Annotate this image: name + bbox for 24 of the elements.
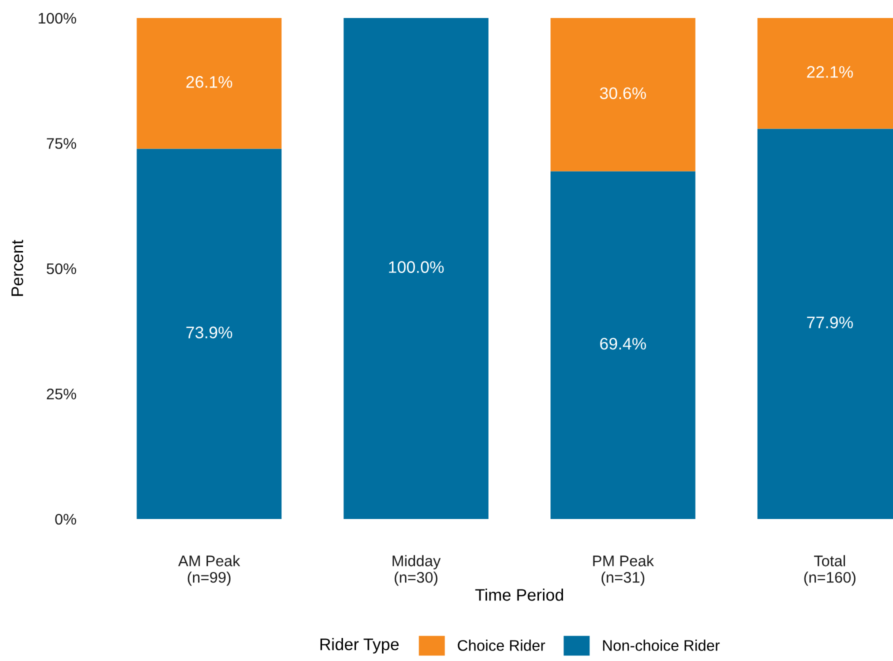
bar [344, 18, 488, 519]
bar [136, 18, 282, 149]
x-tick-label: Midday (n=30) [392, 555, 441, 586]
y-tick-label: 100% [38, 12, 76, 24]
data-label: 22.1% [807, 66, 853, 78]
legend-label: Non-choice Rider [603, 640, 720, 651]
x-tick-label: PM Peak (n=31) [593, 555, 654, 586]
x-tick-label: AM Peak (n=99) [178, 555, 240, 586]
data-label: 26.1% [186, 76, 232, 88]
data-label: 69.4% [600, 338, 646, 350]
x-tick-label: Total (n=160) [804, 555, 856, 586]
data-label: 73.9% [186, 326, 232, 338]
bar [136, 148, 282, 519]
x-axis-title: Time Period [475, 588, 564, 601]
y-axis-title: Percent [12, 240, 24, 296]
y-tick-label: 25% [46, 388, 76, 400]
y-tick-label: 50% [46, 263, 76, 274]
y-tick-label: 0% [55, 514, 76, 525]
data-label: 100.0% [389, 261, 444, 273]
data-label: 77.9% [807, 316, 853, 328]
legend-title: Rider Type [320, 638, 399, 654]
y-tick-label: 75% [46, 138, 76, 149]
data-label: 30.6% [600, 87, 646, 100]
legend-label: Choice Rider [458, 640, 546, 651]
